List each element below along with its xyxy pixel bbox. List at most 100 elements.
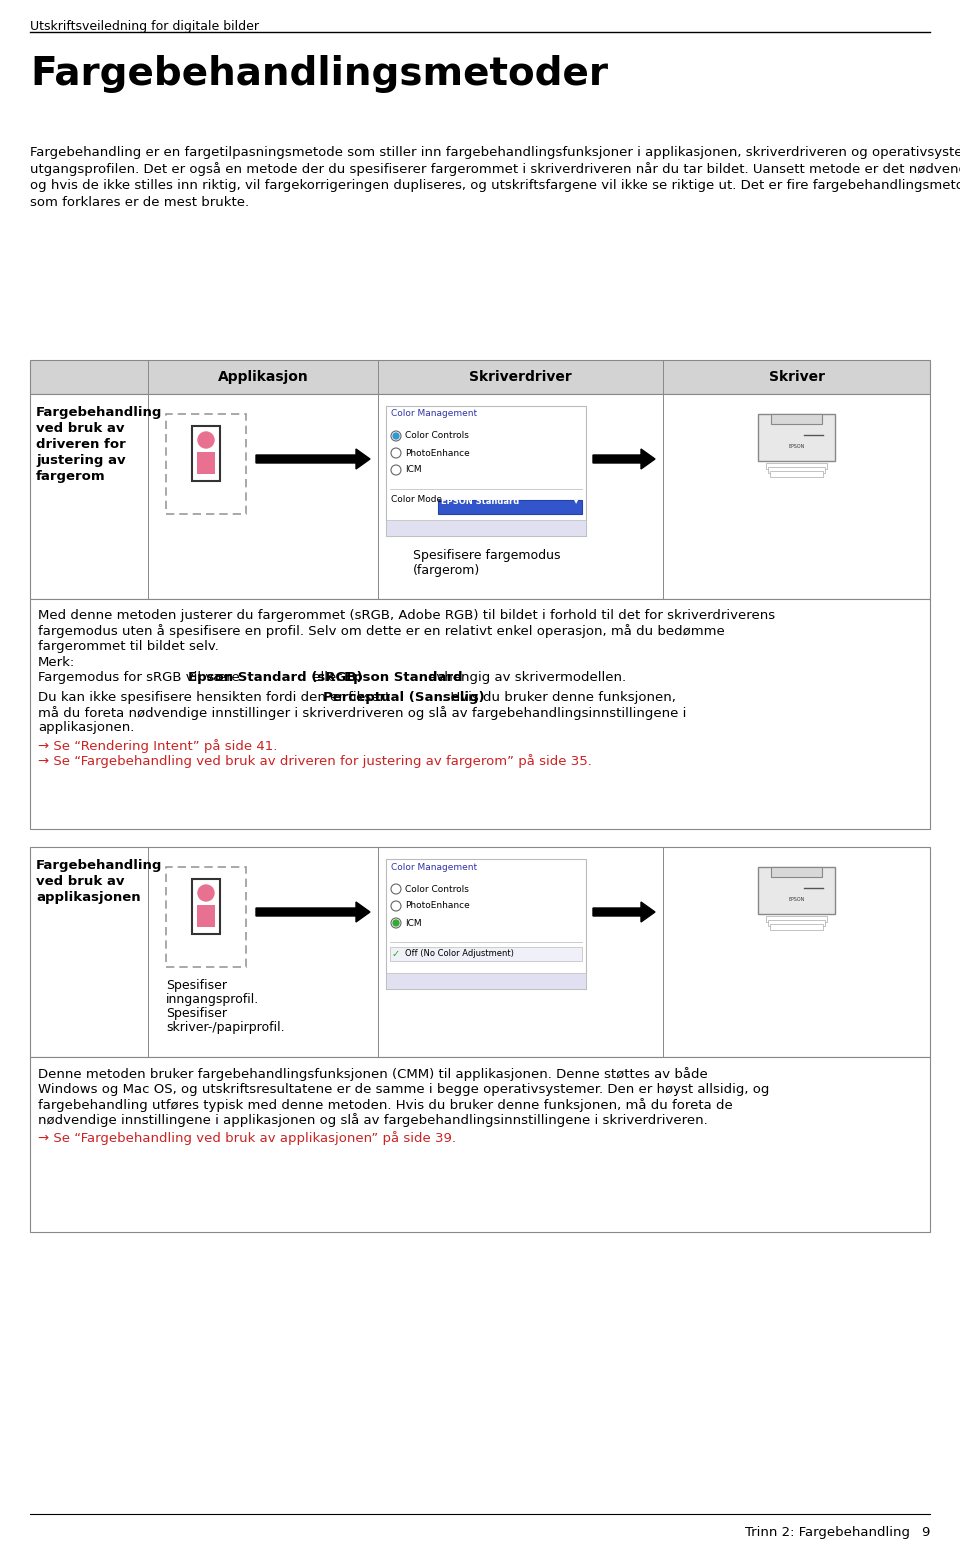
Text: Skriver: Skriver <box>769 370 825 384</box>
Bar <box>386 973 586 988</box>
Bar <box>391 949 402 960</box>
Text: ▾: ▾ <box>574 496 578 505</box>
Circle shape <box>391 430 401 441</box>
Text: Color Mode: Color Mode <box>391 496 443 505</box>
Text: (fargerom): (fargerom) <box>413 564 480 577</box>
Text: ved bruk av: ved bruk av <box>36 423 125 435</box>
Bar <box>30 361 930 395</box>
Text: Fargemodus for sRGB vil være: Fargemodus for sRGB vil være <box>38 671 244 684</box>
Polygon shape <box>593 901 655 922</box>
Bar <box>192 880 220 934</box>
Bar <box>197 452 215 474</box>
Text: Denne metoden bruker fargebehandlingsfunksjonen (CMM) til applikasjonen. Denne s: Denne metoden bruker fargebehandlingsfun… <box>38 1068 708 1082</box>
Text: nødvendige innstillingene i applikasjonen og slå av fargebehandlingsinnstillinge: nødvendige innstillingene i applikasjone… <box>38 1114 708 1128</box>
Circle shape <box>198 432 214 448</box>
Text: Med denne metoden justerer du fargerommet (sRGB, Adobe RGB) til bildet i forhold: Med denne metoden justerer du fargeromme… <box>38 609 775 622</box>
Bar <box>192 426 220 482</box>
Text: utgangsprofilen. Det er også en metode der du spesifiserer fargerommet i skriver: utgangsprofilen. Det er også en metode d… <box>30 162 960 176</box>
Text: eller: eller <box>308 671 346 684</box>
Text: Windows og Mac OS, og utskriftsresultatene er de samme i begge operativsystemer.: Windows og Mac OS, og utskriftsresultate… <box>38 1083 769 1096</box>
Bar <box>197 904 215 928</box>
Bar <box>386 859 586 988</box>
Text: Color Management: Color Management <box>391 862 477 872</box>
Text: ICM: ICM <box>405 466 421 474</box>
Circle shape <box>391 884 401 894</box>
Text: → Se “Fargebehandling ved bruk av driveren for justering av fargerom” på side 35: → Se “Fargebehandling ved bruk av driver… <box>38 755 592 769</box>
Text: Spesifiser: Spesifiser <box>166 979 227 991</box>
Bar <box>30 847 930 1057</box>
Text: justering av: justering av <box>36 454 126 468</box>
Circle shape <box>391 918 401 928</box>
Circle shape <box>393 920 399 926</box>
Bar <box>766 463 827 469</box>
Circle shape <box>393 434 399 438</box>
Bar <box>766 915 827 922</box>
Bar <box>30 598 930 828</box>
Text: og hvis de ikke stilles inn riktig, vil fargekorrigeringen dupliseres, og utskri: og hvis de ikke stilles inn riktig, vil … <box>30 179 960 193</box>
Text: Applikasjon: Applikasjon <box>218 370 308 384</box>
Bar <box>758 867 835 914</box>
Bar <box>386 406 586 536</box>
Text: 9: 9 <box>922 1526 930 1538</box>
Text: EPSON: EPSON <box>788 897 804 903</box>
Bar <box>166 413 246 514</box>
Text: fargerommet til bildet selv.: fargerommet til bildet selv. <box>38 640 219 653</box>
Text: avhengig av skrivermodellen.: avhengig av skrivermodellen. <box>424 671 626 684</box>
Text: Epson Standard: Epson Standard <box>344 671 463 684</box>
Text: fargebehandling utføres typisk med denne metoden. Hvis du bruker denne funksjone: fargebehandling utføres typisk med denne… <box>38 1099 732 1113</box>
Text: EPSON: EPSON <box>788 444 804 449</box>
Text: Epson Standard (sRGB): Epson Standard (sRGB) <box>188 671 363 684</box>
Text: Fargebehandlingsmetoder: Fargebehandlingsmetoder <box>30 54 608 93</box>
Bar <box>771 413 822 424</box>
Bar <box>768 466 825 472</box>
Polygon shape <box>256 901 370 922</box>
Text: Fargebehandling: Fargebehandling <box>36 406 162 420</box>
Text: Trinn 2: Fargebehandling: Trinn 2: Fargebehandling <box>745 1526 910 1538</box>
Bar <box>770 471 823 477</box>
Text: → Se “Rendering Intent” på side 41.: → Se “Rendering Intent” på side 41. <box>38 740 277 754</box>
Text: Fargebehandling: Fargebehandling <box>36 859 162 872</box>
Bar <box>438 500 582 514</box>
Text: Color Controls: Color Controls <box>405 432 468 440</box>
Text: applikasjonen.: applikasjonen. <box>38 721 134 735</box>
Circle shape <box>391 448 401 458</box>
Text: applikasjonen: applikasjonen <box>36 890 140 904</box>
Bar <box>30 395 930 598</box>
Text: Fargebehandling er en fargetilpasningsmetode som stiller inn fargebehandlingsfun: Fargebehandling er en fargetilpasningsme… <box>30 145 960 159</box>
Bar <box>390 946 582 960</box>
Text: Merk:: Merk: <box>38 656 75 668</box>
Bar <box>770 923 823 929</box>
Bar <box>768 920 825 926</box>
Polygon shape <box>593 449 655 469</box>
Text: Perceptual (Sanselig): Perceptual (Sanselig) <box>323 690 485 704</box>
Text: skriver-/papirprofil.: skriver-/papirprofil. <box>166 1021 284 1033</box>
Text: Skriverdriver: Skriverdriver <box>469 370 572 384</box>
Bar <box>386 521 586 536</box>
Text: EPSON Standard: EPSON Standard <box>441 496 519 505</box>
Text: Du kan ikke spesifisere hensikten fordi den er fiksert: Du kan ikke spesifisere hensikten fordi … <box>38 690 395 704</box>
Text: driveren for: driveren for <box>36 438 126 451</box>
Bar <box>771 867 822 876</box>
Polygon shape <box>256 449 370 469</box>
Text: fargemodus uten å spesifisere en profil. Selv om dette er en relativt enkel oper: fargemodus uten å spesifisere en profil.… <box>38 625 725 639</box>
Text: PhotoEnhance: PhotoEnhance <box>405 901 469 911</box>
Text: ved bruk av: ved bruk av <box>36 875 125 887</box>
Text: må du foreta nødvendige innstillinger i skriverdriveren og slå av fargebehandlin: må du foreta nødvendige innstillinger i … <box>38 706 686 720</box>
Bar <box>30 1057 930 1232</box>
Circle shape <box>198 884 214 901</box>
Text: → Se “Fargebehandling ved bruk av applikasjonen” på side 39.: → Se “Fargebehandling ved bruk av applik… <box>38 1131 456 1145</box>
Text: Utskriftsveiledning for digitale bilder: Utskriftsveiledning for digitale bilder <box>30 20 259 33</box>
Text: Off (No Color Adjustment): Off (No Color Adjustment) <box>405 949 514 959</box>
Text: fargerom: fargerom <box>36 469 106 483</box>
Bar <box>758 413 835 460</box>
Text: . Hvis du bruker denne funksjonen,: . Hvis du bruker denne funksjonen, <box>443 690 677 704</box>
Text: som forklares er de mest brukte.: som forklares er de mest brukte. <box>30 196 250 208</box>
Text: PhotoEnhance: PhotoEnhance <box>405 449 469 457</box>
Text: ✓: ✓ <box>392 949 400 959</box>
Text: Spesifiser: Spesifiser <box>166 1007 227 1019</box>
Text: Color Management: Color Management <box>391 410 477 418</box>
Text: Spesifisere fargemodus: Spesifisere fargemodus <box>413 549 561 563</box>
Circle shape <box>391 465 401 476</box>
Text: Color Controls: Color Controls <box>405 884 468 894</box>
Circle shape <box>391 901 401 911</box>
